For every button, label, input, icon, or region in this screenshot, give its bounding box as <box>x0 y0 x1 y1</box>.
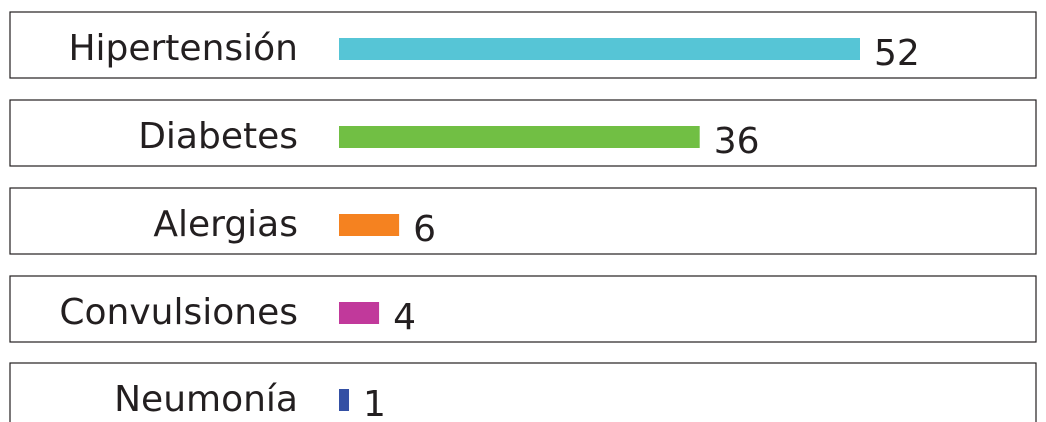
bar <box>339 389 350 411</box>
category-label: Alergias <box>153 204 298 245</box>
value-label: 6 <box>413 209 436 250</box>
category-label: Hipertensión <box>68 28 298 69</box>
bar <box>339 38 860 60</box>
row-box <box>9 275 1037 343</box>
bar <box>339 214 400 236</box>
category-label: Neumonía <box>114 379 298 420</box>
value-label: 36 <box>714 121 760 162</box>
row-box <box>9 187 1037 255</box>
value-label: 4 <box>393 297 416 338</box>
row-box <box>9 362 1037 422</box>
bar <box>339 302 380 324</box>
category-label: Diabetes <box>138 116 298 157</box>
value-label: 52 <box>874 33 920 74</box>
category-label: Convulsiones <box>59 292 298 333</box>
bar <box>339 126 700 148</box>
value-label: 1 <box>363 384 386 422</box>
